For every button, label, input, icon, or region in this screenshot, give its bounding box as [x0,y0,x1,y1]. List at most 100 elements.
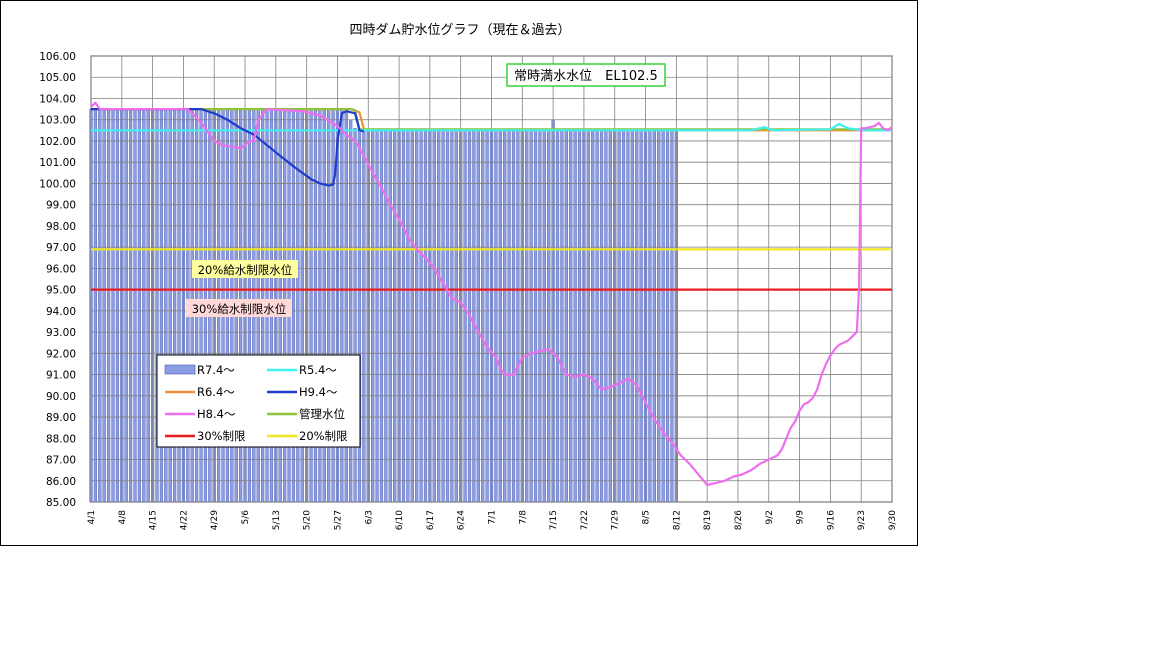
y-tick-label: 102.00 [39,136,76,148]
series-line-H9.4～ [91,108,365,187]
bar [648,130,652,503]
bar [639,130,643,503]
x-tick-label: 7/22 [580,510,590,530]
bar [485,130,489,503]
bar [98,108,102,503]
chart-title: 四時ダム貯水位グラフ（現在＆過去） [349,23,571,38]
y-tick-label: 97.00 [46,242,76,254]
y-tick-label: 87.00 [46,455,76,467]
x-tick-label: 7/1 [488,510,498,524]
bar [441,130,445,503]
bar [547,130,551,503]
bar [375,129,379,503]
legend-label: 30%制限 [197,429,246,443]
x-tick-label: 4/29 [210,510,220,530]
bar [102,108,106,503]
bar [498,130,502,503]
bar [93,108,98,503]
bar [591,130,595,503]
y-tick-label: 92.00 [46,348,76,360]
bar [665,130,670,503]
x-tick-label: 5/27 [333,510,343,530]
x-tick-label: 8/26 [734,510,744,530]
y-tick-label: 89.00 [46,412,76,424]
bar [635,130,639,503]
full-level-box [506,63,666,87]
bar [146,108,150,503]
bar [494,130,498,503]
bar [133,108,137,503]
bar [586,130,590,503]
limit30-label: 30%給水制限水位 [192,302,287,316]
y-tick-label: 90.00 [46,391,76,403]
x-tick-label: 8/19 [703,510,713,530]
x-tick-label: 9/30 [888,510,898,530]
x-tick-label: 4/8 [118,510,128,525]
bar [142,108,146,503]
bar [538,130,542,503]
bar [599,130,604,503]
bar [384,129,388,503]
bar [516,130,520,503]
x-tick-label: 5/20 [303,510,313,530]
bar [129,108,133,503]
full-level-label: 常時満水水位 EL102.5 [514,69,658,84]
bar [106,108,111,503]
y-tick-label: 98.00 [46,221,76,233]
bar [393,130,397,503]
x-tick-label: 7/29 [611,510,621,530]
x-tick-label: 5/13 [272,510,282,530]
legend-label: R5.4～ [299,363,337,377]
bar [371,129,375,503]
bar [115,108,120,503]
bar [511,130,516,503]
bar [621,130,626,503]
y-tick-label: 106.00 [39,51,76,63]
bar [533,130,538,503]
bar [454,130,458,503]
bar [450,130,454,503]
bar [555,130,560,503]
limit20-label: 20%給水制限水位 [198,263,293,277]
bar [111,108,115,503]
bar [507,130,511,503]
bar [577,130,582,503]
bar [137,108,142,503]
series-line-R5.4～ [91,122,892,132]
bar [481,130,485,503]
x-tick-label: 4/22 [179,510,189,530]
y-tick-label: 96.00 [46,263,76,275]
bar [670,130,674,503]
y-tick-label: 101.00 [39,157,76,169]
bar [476,130,480,503]
x-tick-label: 9/2 [765,510,775,524]
limit30-box [186,299,292,317]
y-tick-label: 91.00 [46,370,76,382]
bar [657,130,661,503]
x-tick-label: 6/3 [364,510,374,524]
bar [415,130,419,503]
bar [617,130,621,503]
x-tick-label: 7/8 [518,510,528,525]
bar [652,130,656,503]
bar [542,130,546,503]
bar [472,130,476,503]
legend-label: H8.4～ [197,407,236,421]
bar [362,129,366,503]
y-tick-label: 103.00 [39,115,76,127]
bar [503,130,507,503]
bar [463,130,467,503]
bar [445,130,450,503]
legend-label: 20%制限 [299,429,348,443]
x-tick-label: 6/10 [395,510,405,530]
series-line-H8.4～ [90,101,893,487]
bar [569,130,573,503]
bar [595,130,599,503]
bar [529,130,533,503]
x-tick-label: 4/1 [87,510,97,524]
bar [124,108,128,503]
x-tick-label: 9/9 [796,510,806,525]
legend-swatch [164,364,196,375]
x-tick-label: 9/16 [826,510,836,530]
x-tick-label: 8/12 [672,510,682,530]
